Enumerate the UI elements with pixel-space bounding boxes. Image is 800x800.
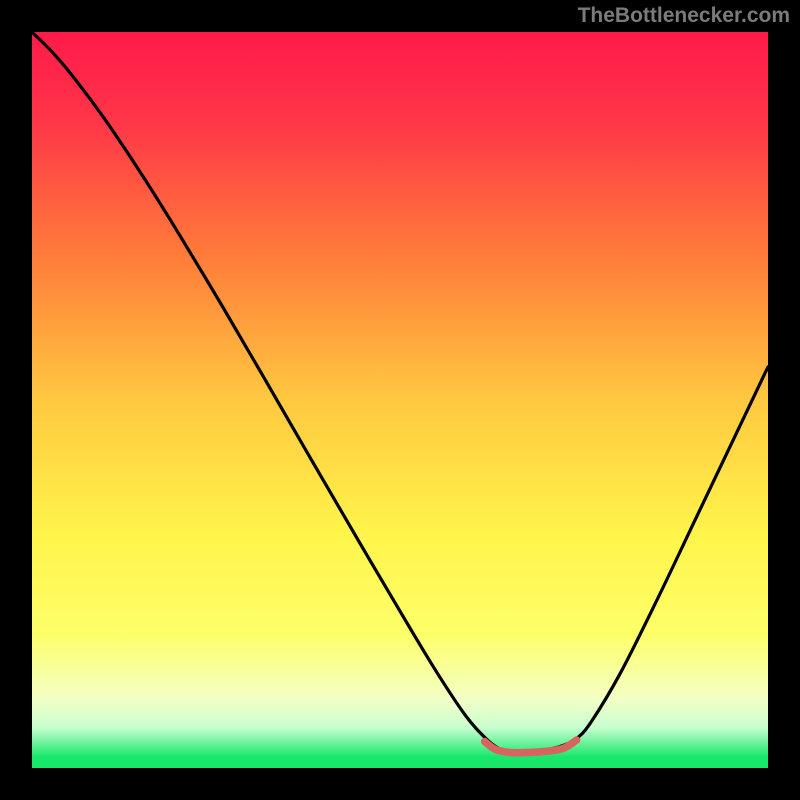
curve-layer [32, 32, 768, 768]
plot-area [32, 32, 768, 768]
chart-frame: TheBottlenecker.com [0, 0, 800, 800]
watermark-text: TheBottlenecker.com [578, 4, 790, 28]
bottleneck-curve [32, 32, 768, 752]
